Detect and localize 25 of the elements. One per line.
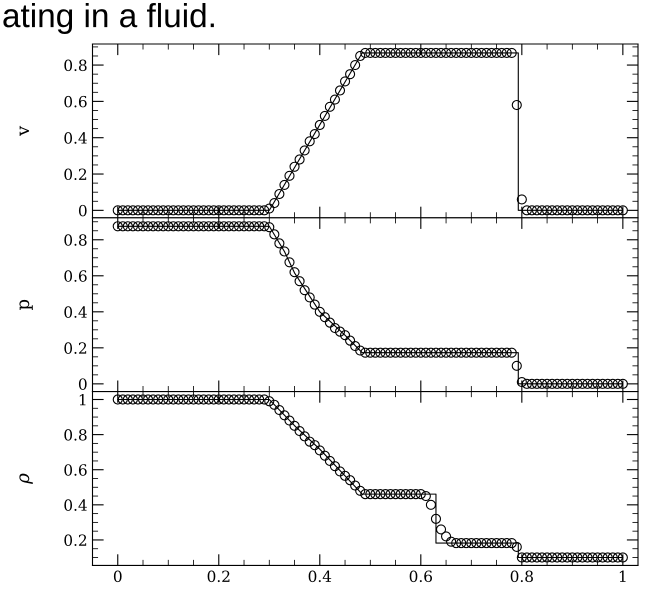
text: ating in a fluid. — [3, 2, 214, 34]
y-tick-label: 1 — [80, 394, 86, 406]
y-tick-label: 0.8 — [64, 60, 87, 72]
y-tick-label: 0 — [78, 204, 87, 216]
y-tick-label: 0.8 — [64, 429, 87, 441]
y-tick-label: 0.2 — [64, 534, 86, 546]
x-tick-label: 0.4 — [308, 570, 332, 582]
x-tick-label: 0.6 — [410, 570, 432, 582]
y-tick-label: 0.2 — [64, 168, 86, 180]
y-tick-label: 0.4 — [64, 499, 87, 511]
y-axis-title: ρ — [19, 474, 33, 484]
y-tick-label: 0.4 — [64, 306, 87, 318]
y-tick-label: 0.6 — [64, 270, 87, 282]
y-tick-label: 0.6 — [64, 464, 87, 476]
x-tick-label: 0.8 — [510, 570, 533, 582]
y-tick-label: 0.4 — [64, 132, 87, 144]
x-tick-label: 0 — [114, 570, 122, 582]
y-axis-title: p — [19, 300, 33, 310]
y-tick-label: 0.2 — [64, 342, 86, 354]
y-axis-title: v — [20, 126, 30, 136]
x-tick-label: 1 — [620, 570, 626, 582]
y-tick-label: 0 — [78, 378, 87, 390]
x-tick-label: 0.2 — [208, 570, 230, 582]
y-tick-label: 0.8 — [64, 234, 87, 246]
y-tick-label: 0.6 — [64, 96, 87, 108]
